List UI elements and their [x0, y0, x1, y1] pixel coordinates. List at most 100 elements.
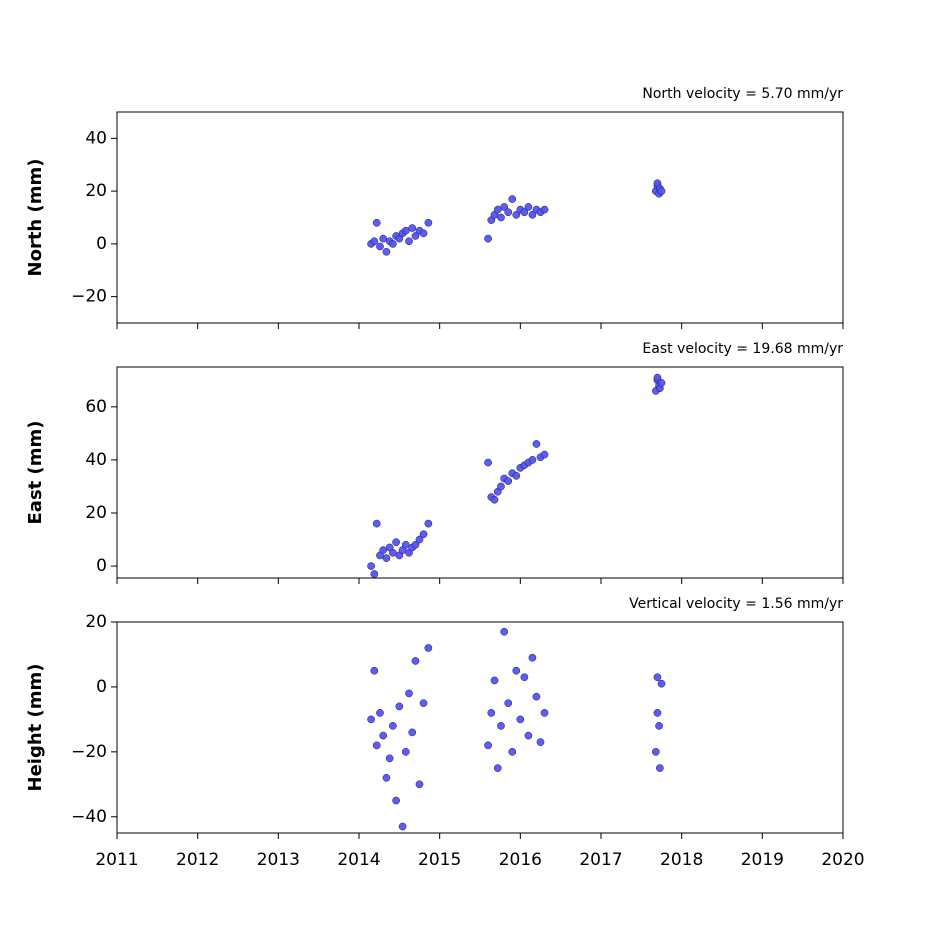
x-tick-label: 2018	[660, 850, 703, 870]
y-tick-label: 60	[85, 397, 107, 417]
x-tick-label: 2020	[821, 850, 864, 870]
point	[655, 722, 663, 730]
point	[370, 666, 379, 675]
point	[657, 379, 666, 387]
point	[528, 211, 537, 219]
point	[401, 747, 410, 756]
point	[512, 471, 521, 480]
point	[367, 715, 375, 724]
point	[376, 709, 384, 717]
point	[389, 722, 397, 730]
point	[540, 205, 549, 214]
point	[424, 644, 433, 652]
point	[653, 373, 662, 382]
point	[500, 627, 509, 636]
point	[405, 689, 413, 698]
point	[372, 519, 381, 528]
point	[379, 731, 388, 740]
point	[424, 519, 433, 528]
x-tick-label: 2017	[579, 850, 622, 870]
x-tick-label: 2019	[741, 850, 784, 870]
point	[389, 548, 397, 557]
point	[379, 234, 388, 243]
point	[398, 822, 407, 831]
point	[385, 754, 394, 763]
y-tick-label: 20	[85, 181, 107, 201]
x-tick-label: 2016	[499, 850, 542, 870]
point	[656, 764, 664, 772]
point	[504, 699, 513, 708]
point	[415, 780, 424, 789]
point	[419, 229, 428, 238]
x-tick-label: 2011	[95, 850, 138, 870]
point	[370, 237, 379, 246]
x-tick-label: 2015	[418, 850, 461, 870]
point	[652, 747, 660, 756]
point	[536, 738, 545, 746]
point	[424, 218, 433, 227]
point	[415, 535, 424, 544]
point	[528, 456, 537, 464]
y-tick-label: 0	[96, 234, 107, 254]
point	[382, 554, 391, 562]
point	[408, 728, 417, 737]
point	[540, 450, 549, 459]
point	[490, 676, 499, 685]
point	[411, 232, 420, 240]
x-tick-label: 2012	[176, 850, 219, 870]
y-tick-label: 40	[85, 450, 107, 470]
point	[405, 237, 413, 246]
point	[497, 482, 505, 491]
point	[497, 213, 505, 222]
point	[490, 495, 499, 504]
point	[411, 540, 420, 549]
point	[512, 211, 521, 219]
point	[516, 715, 525, 724]
point	[401, 540, 410, 549]
point	[493, 205, 502, 214]
point	[389, 240, 397, 248]
point	[508, 195, 517, 203]
point	[497, 722, 505, 730]
point	[419, 699, 428, 708]
point	[411, 657, 420, 665]
x-tick-label: 2013	[257, 850, 300, 870]
point	[512, 666, 521, 675]
plot-frame	[116, 621, 844, 834]
point	[657, 679, 666, 688]
panel-title: North velocity = 5.70 mm/yr	[642, 86, 843, 102]
point	[395, 702, 404, 711]
point	[500, 203, 509, 211]
y-axis-label: Height (mm)	[25, 664, 46, 792]
y-tick-label: −40	[71, 807, 107, 827]
point	[487, 709, 496, 717]
point	[484, 741, 492, 750]
point	[408, 224, 417, 232]
y-tick-label: 20	[85, 503, 107, 523]
panel-title: Vertical velocity = 1.56 mm/yr	[629, 596, 843, 612]
y-tick-label: 40	[85, 128, 107, 148]
plot-frame	[116, 111, 844, 324]
point	[653, 673, 662, 682]
point	[484, 234, 492, 243]
point	[532, 440, 541, 448]
point	[392, 796, 400, 805]
y-axis-label: North (mm)	[25, 159, 46, 277]
y-tick-label: 0	[96, 677, 107, 697]
point	[372, 218, 381, 227]
point	[382, 247, 391, 256]
point	[540, 709, 549, 717]
point	[493, 764, 502, 772]
point	[379, 546, 388, 554]
point	[419, 530, 428, 539]
point	[520, 208, 529, 217]
y-tick-label: 20	[85, 612, 107, 632]
point	[532, 692, 541, 701]
point	[657, 187, 666, 195]
y-tick-label: 0	[96, 556, 107, 576]
point	[367, 562, 375, 570]
plot-frame	[116, 366, 844, 579]
point	[401, 226, 410, 235]
point	[372, 741, 381, 750]
